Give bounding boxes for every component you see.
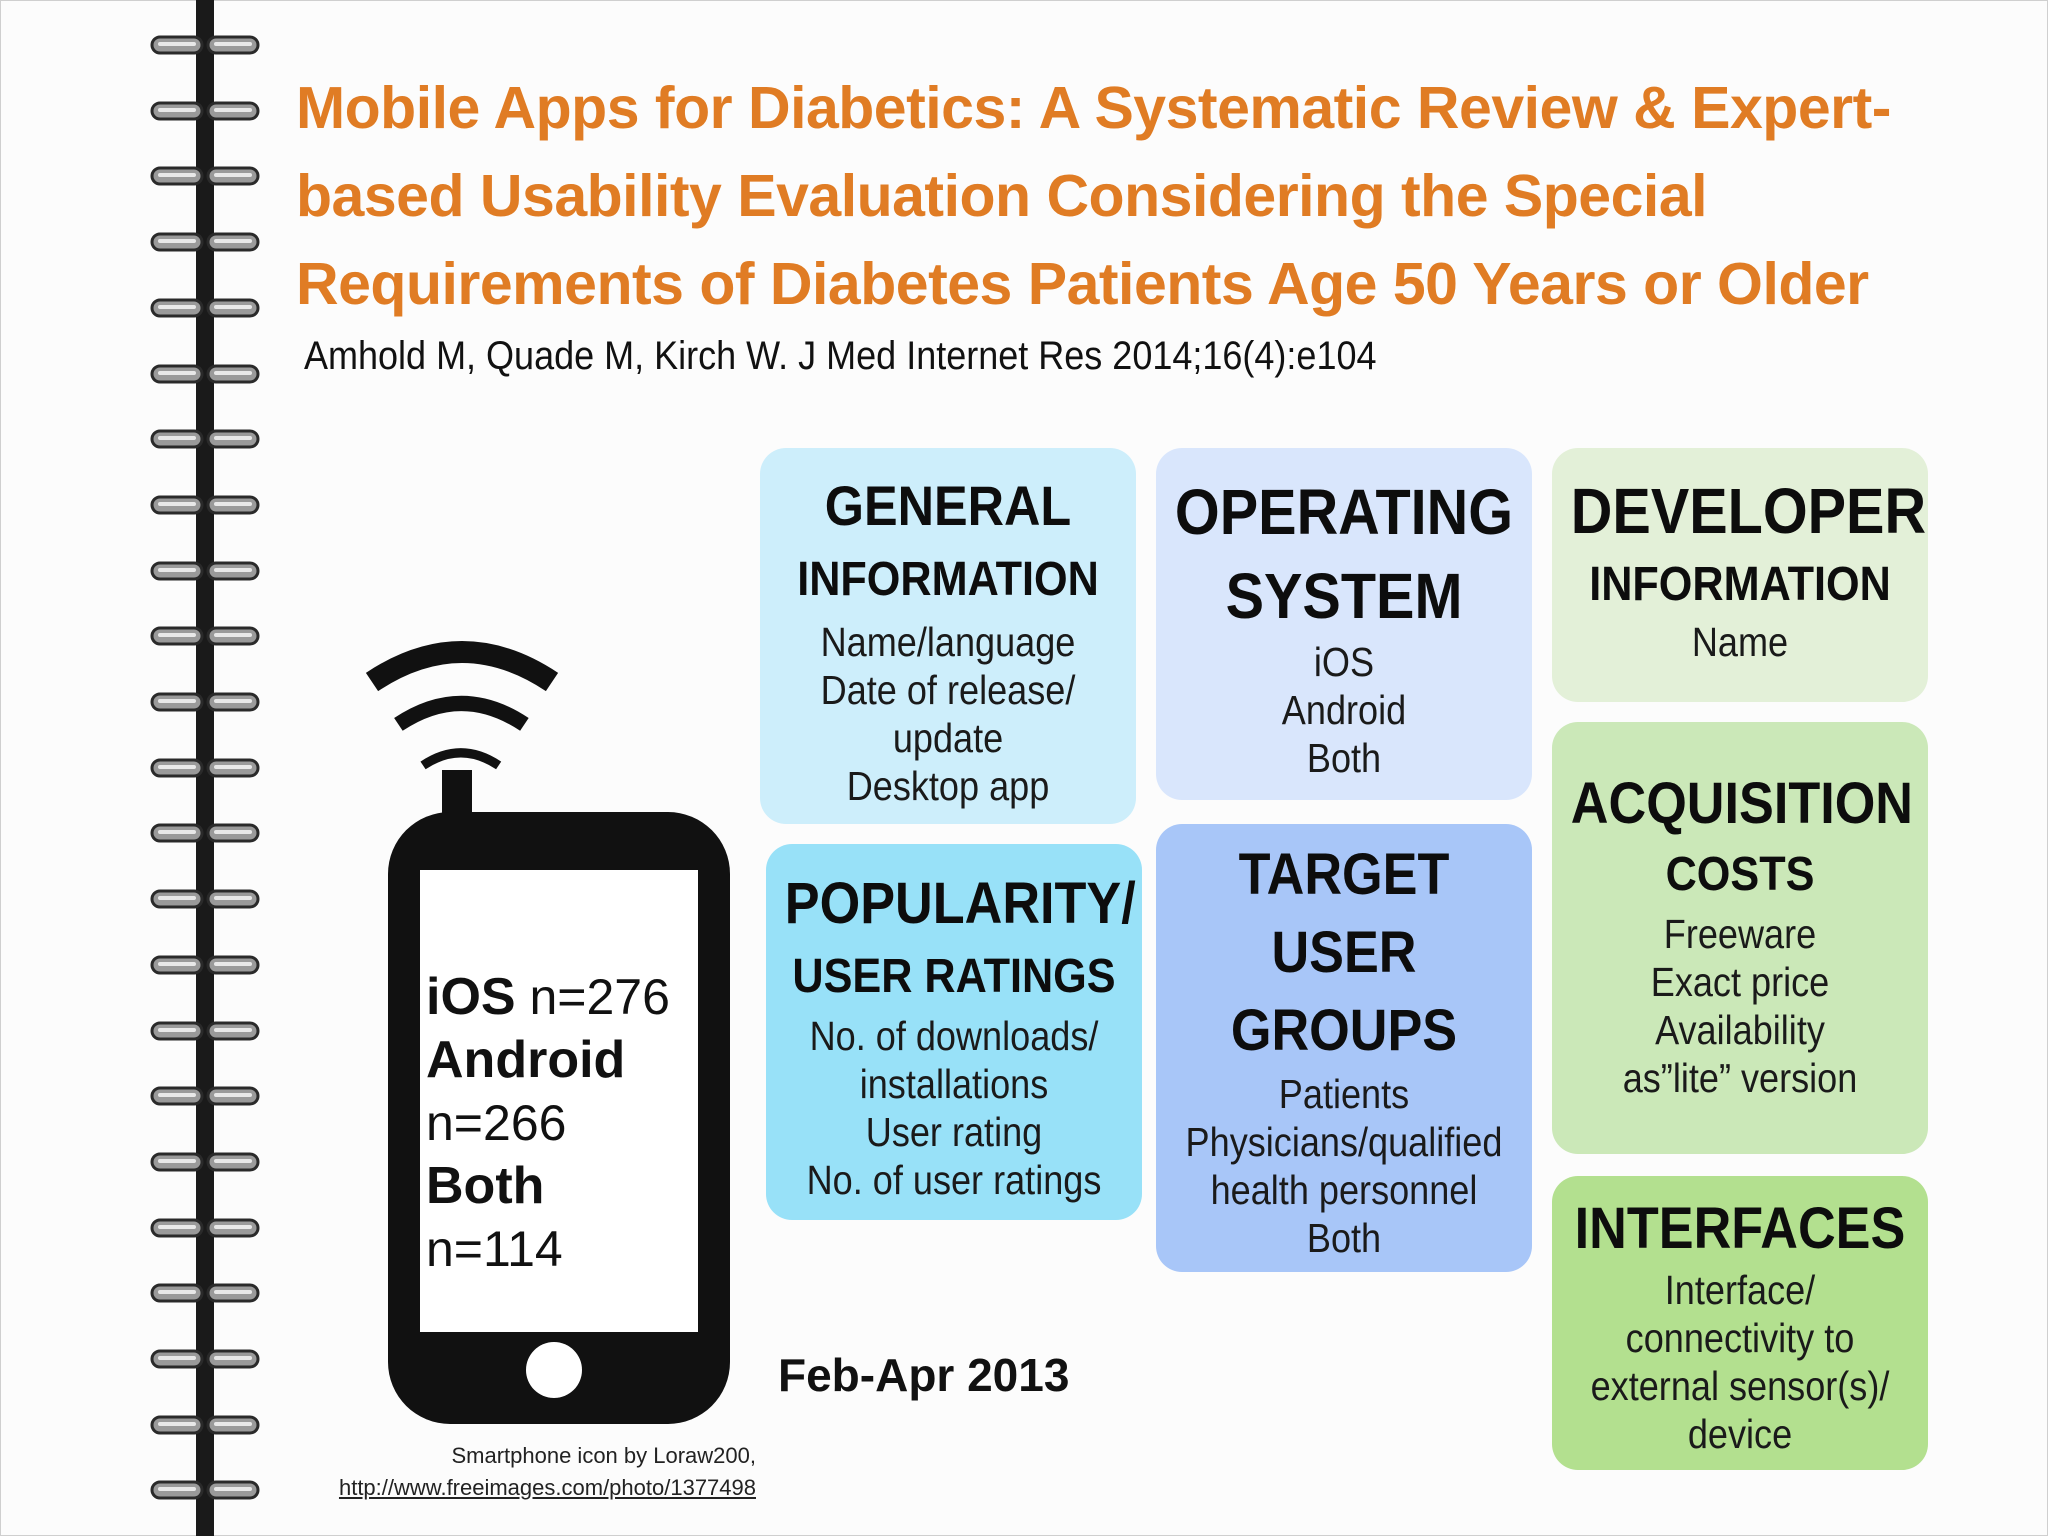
ios-label: iOS: [426, 968, 516, 1026]
binding-ring: [150, 1152, 260, 1172]
binding-ring: [150, 1086, 260, 1106]
image-credit: Smartphone icon by Loraw200, http://www.…: [296, 1440, 756, 1504]
binding-ring: [150, 758, 260, 778]
notebook-spine: [196, 0, 214, 1536]
ios-count: n=276: [529, 969, 670, 1025]
card-heading-3: GROUPS: [1230, 998, 1458, 1063]
card-item: as”lite” version: [1622, 1055, 1858, 1101]
card-acquisition-costs: ACQUISITION COSTS Freeware Exact price Ava…: [1552, 722, 1928, 1154]
credit-link[interactable]: http://www.freeimages.com/photo/1377498: [338, 1475, 756, 1500]
card-item: Both: [1306, 735, 1382, 781]
binding-ring: [150, 1021, 260, 1040]
title-line-2: based Usability Evaluation Considering t…: [296, 163, 1708, 229]
both-label: Both: [426, 1157, 545, 1215]
title-line-3: Requirements of Diabetes Patients Age 50…: [296, 251, 1869, 317]
date-range: Feb-Apr 2013: [778, 1349, 1070, 1401]
card-heading: POPULARITY/: [784, 871, 1136, 936]
card-items: Name/language Date of release/update Deskt…: [760, 618, 1136, 810]
card-item: Exact price: [1650, 959, 1830, 1005]
card-items: Name: [1552, 618, 1928, 666]
card-item: No. of user ratings: [806, 1157, 1102, 1203]
card-item: Both: [1306, 1215, 1382, 1261]
binding-ring: [150, 955, 260, 975]
credit-text: Smartphone icon by Loraw200,: [451, 1443, 756, 1468]
binding-ring: [150, 1218, 260, 1238]
card-item: Freeware: [1663, 911, 1817, 957]
card-subheading: INFORMATION: [1589, 558, 1891, 611]
card-subheading: USER RATINGS: [792, 950, 1116, 1003]
card-item: No. of downloads/: [809, 1013, 1099, 1059]
binding-ring: [150, 1480, 260, 1500]
card-item: Availability: [1655, 1007, 1825, 1053]
card-heading: ACQUISITION: [1570, 771, 1914, 836]
card-heading: GENERAL: [824, 474, 1072, 537]
binding-ring: [150, 1349, 260, 1369]
both-count: n=114: [426, 1221, 563, 1277]
card-heading: TARGET: [1238, 842, 1450, 907]
binding-ring: [150, 364, 260, 383]
card-interfaces: INTERFACES Interface/connectivity to exte…: [1552, 1176, 1928, 1470]
card-item: Name/language: [820, 619, 1076, 665]
citation: Amhold M, Quade M, Kirch W. J Med Intern…: [304, 334, 1377, 378]
card-item: Date of release/: [820, 667, 1076, 713]
android-label: Android: [426, 1031, 626, 1089]
binding-ring: [150, 823, 260, 843]
card-items: iOS Android Both: [1156, 638, 1532, 782]
card-target-user-groups: TARGET USER GROUPS Patients Physicians/qu…: [1156, 824, 1532, 1272]
card-general-information: GENERAL INFORMATION Name/language Date of…: [760, 448, 1136, 824]
card-item: installations: [859, 1061, 1049, 1107]
card-item: health personnel: [1210, 1167, 1478, 1213]
card-item: Desktop app: [846, 763, 1050, 809]
card-item: device: [1687, 1411, 1793, 1457]
card-operating-system: OPERATING SYSTEM iOS Android Both: [1156, 448, 1532, 800]
card-subheading: COSTS: [1665, 848, 1815, 901]
card-item: User rating: [865, 1109, 1043, 1155]
binding-ring: [150, 692, 260, 712]
binding-ring: [150, 298, 260, 318]
binding-ring: [150, 1415, 260, 1435]
page-title: Mobile Apps for Diabetics: A Systematic …: [296, 64, 1956, 328]
binding-ring: [150, 232, 260, 252]
binding-ring: [150, 1283, 260, 1303]
card-items: No. of downloads/installations User ratin…: [766, 1012, 1142, 1204]
card-heading: INTERFACES: [1574, 1196, 1906, 1261]
android-count: n=266: [426, 1095, 567, 1151]
card-item: external sensor(s)/: [1590, 1363, 1890, 1409]
card-item: update: [892, 715, 1004, 761]
card-heading: OPERATING: [1174, 476, 1514, 548]
card-items: Patients Physicians/qualified health perso…: [1156, 1070, 1532, 1262]
card-heading-2: USER: [1271, 920, 1417, 985]
card-item: Name: [1691, 619, 1789, 665]
binding-ring: [150, 429, 260, 449]
card-items: Interface/connectivity to external sensor…: [1552, 1266, 1928, 1458]
card-item: Physicians/qualified: [1185, 1119, 1503, 1165]
card-subheading: SYSTEM: [1225, 560, 1463, 632]
binding-ring: [150, 166, 260, 186]
binding-ring: [150, 101, 260, 121]
binding-ring: [150, 626, 260, 646]
card-item: Patients: [1278, 1071, 1410, 1117]
phone-stats: iOS n=276 Android n=266 Both n=114: [426, 966, 696, 1281]
card-items: Freeware Exact price Availability as”lite” …: [1552, 910, 1928, 1102]
card-heading: DEVELOPER: [1570, 475, 1927, 547]
card-item: connectivity to: [1625, 1315, 1855, 1361]
card-subheading: INFORMATION: [797, 553, 1099, 606]
title-line-1: Mobile Apps for Diabetics: A Systematic …: [296, 75, 1891, 141]
binding-ring: [150, 495, 260, 515]
card-item: Interface/: [1664, 1267, 1816, 1313]
card-item: Android: [1281, 687, 1407, 733]
card-popularity-ratings: POPULARITY/ USER RATINGS No. of download…: [766, 844, 1142, 1220]
binding-ring: [150, 35, 260, 55]
binding-ring: [150, 561, 260, 581]
smartphone-wifi-icon: [365, 641, 730, 1424]
card-item: iOS: [1313, 639, 1375, 685]
card-developer-information: DEVELOPER INFORMATION Name: [1552, 448, 1928, 702]
binding-ring: [150, 889, 260, 909]
